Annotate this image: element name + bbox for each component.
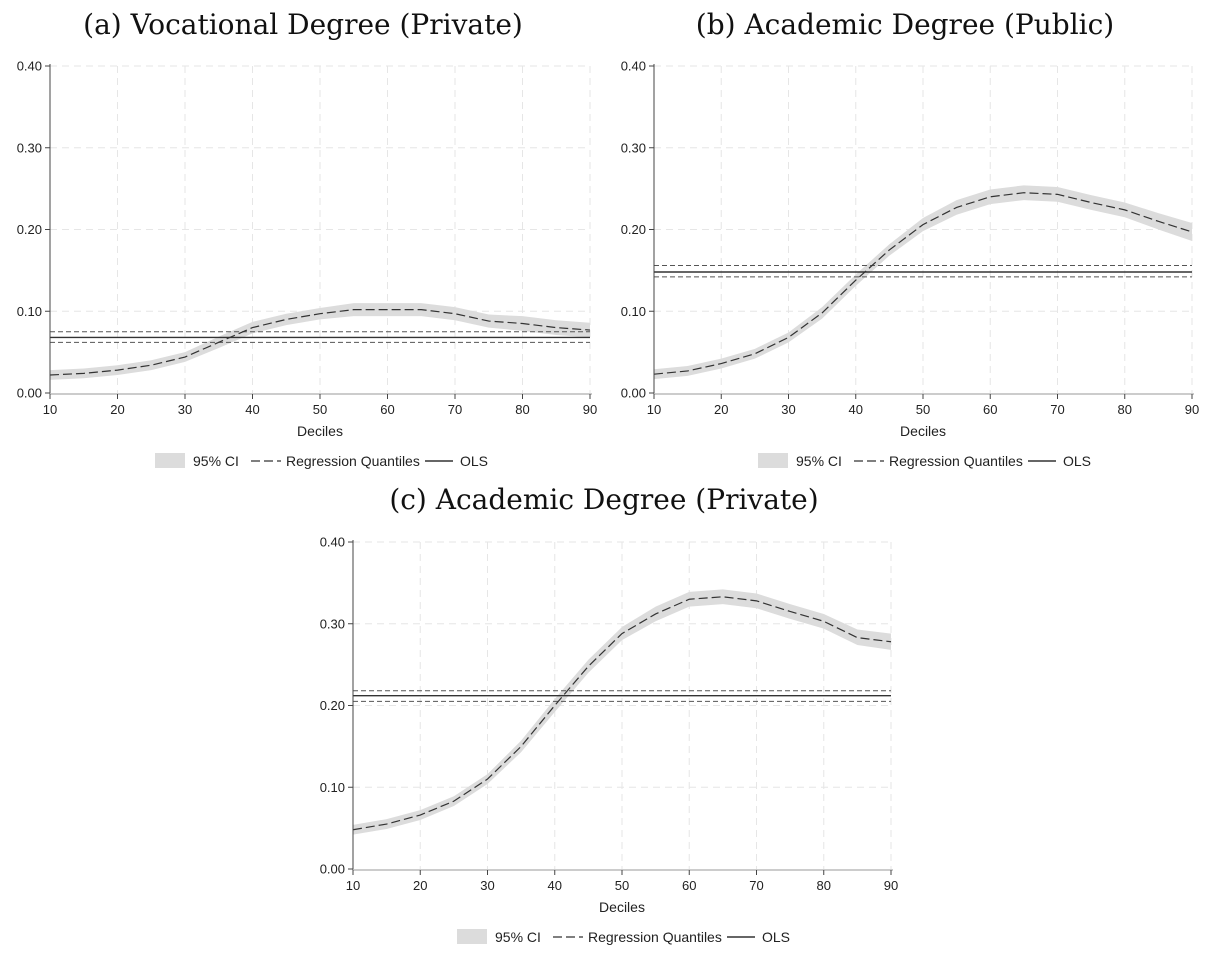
legend-ols-label: OLS <box>1063 453 1091 469</box>
x-axis-label: Deciles <box>900 423 946 439</box>
x-tick-label: 30 <box>781 402 795 417</box>
x-tick-label: 50 <box>916 402 930 417</box>
legend-rq-label: Regression Quantiles <box>286 453 420 469</box>
x-tick-label: 40 <box>548 878 562 893</box>
chart-panel-0: 0.00 0.10 0.20 0.30 0.40 10 20 30 40 50 60 70 80 90 De… <box>17 59 598 470</box>
x-tick-label: 20 <box>110 402 124 417</box>
y-tick-label: 0.10 <box>17 304 42 319</box>
ci-band <box>50 303 590 380</box>
regression-quantiles-line <box>352 596 892 831</box>
x-tick-label: 40 <box>245 402 259 417</box>
x-tick-label: 80 <box>1118 402 1132 417</box>
y-tick-label: 0.20 <box>621 222 646 237</box>
legend-ols-label: OLS <box>460 453 488 469</box>
chart-panel-1: 0.00 0.10 0.20 0.30 0.40 10 20 30 40 50 60 70 80 90 De… <box>621 59 1200 470</box>
legend-rq-label: Regression Quantiles <box>889 453 1023 469</box>
y-tick-label: 0.40 <box>17 59 42 74</box>
regression-quantiles-line <box>49 309 591 376</box>
x-tick-label: 70 <box>749 878 763 893</box>
x-axis-label: Deciles <box>599 899 645 915</box>
legend-ci-label: 95% CI <box>495 929 541 945</box>
x-tick-label: 20 <box>413 878 427 893</box>
x-tick-label: 80 <box>817 878 831 893</box>
regression-quantiles-line <box>653 192 1193 375</box>
x-tick-label: 50 <box>615 878 629 893</box>
x-tick-label: 10 <box>647 402 661 417</box>
y-tick-label: 0.10 <box>621 304 646 319</box>
y-tick-label: 0.40 <box>320 535 345 550</box>
x-tick-label: 60 <box>682 878 696 893</box>
x-tick-label: 90 <box>1185 402 1199 417</box>
x-axis-label: Deciles <box>297 423 343 439</box>
y-tick-label: 0.00 <box>17 386 42 401</box>
chart-panel-2: 0.00 0.10 0.20 0.30 0.40 10 20 30 40 50 60 70 80 90 De… <box>320 535 899 946</box>
panel-c-title: (c) Academic Degree (Private) <box>389 483 819 516</box>
legend-ci-swatch <box>758 453 788 468</box>
x-tick-label: 20 <box>714 402 728 417</box>
y-tick-label: 0.10 <box>320 780 345 795</box>
panel-b-title: (b) Academic Degree (Public) <box>695 8 1115 41</box>
y-tick-label: 0.20 <box>17 222 42 237</box>
x-tick-label: 10 <box>43 402 57 417</box>
x-tick-label: 60 <box>380 402 394 417</box>
legend-ci-label: 95% CI <box>796 453 842 469</box>
y-tick-label: 0.40 <box>621 59 646 74</box>
x-tick-label: 70 <box>448 402 462 417</box>
y-tick-label: 0.30 <box>621 140 646 155</box>
legend-ci-swatch <box>155 453 185 468</box>
x-tick-label: 30 <box>178 402 192 417</box>
x-tick-label: 10 <box>346 878 360 893</box>
x-tick-label: 40 <box>849 402 863 417</box>
legend-ci-swatch <box>457 929 487 944</box>
y-tick-label: 0.00 <box>621 386 646 401</box>
ci-band <box>353 589 891 835</box>
y-tick-label: 0.30 <box>320 616 345 631</box>
x-tick-label: 70 <box>1050 402 1064 417</box>
legend-rq-label: Regression Quantiles <box>588 929 722 945</box>
legend-ols-label: OLS <box>762 929 790 945</box>
x-tick-label: 90 <box>884 878 898 893</box>
x-tick-label: 90 <box>583 402 597 417</box>
x-tick-label: 80 <box>515 402 529 417</box>
y-tick-label: 0.30 <box>17 140 42 155</box>
panel-a-title: (a) Vocational Degree (Private) <box>83 8 523 41</box>
x-tick-label: 60 <box>983 402 997 417</box>
x-tick-label: 30 <box>480 878 494 893</box>
y-tick-label: 0.00 <box>320 862 345 877</box>
legend-ci-label: 95% CI <box>193 453 239 469</box>
x-tick-label: 50 <box>313 402 327 417</box>
y-tick-label: 0.20 <box>320 698 345 713</box>
